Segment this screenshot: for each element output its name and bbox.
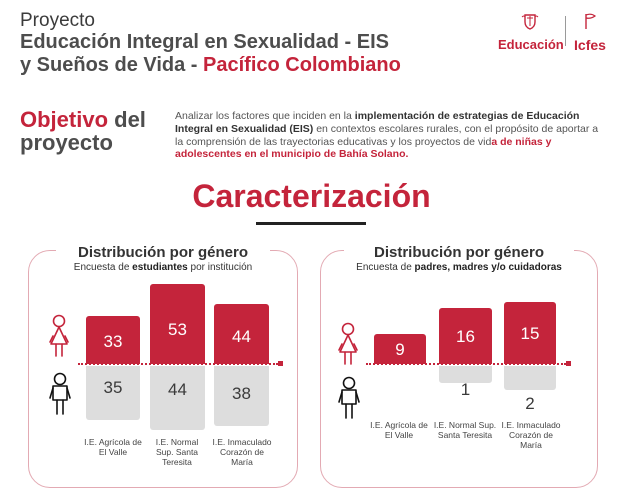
flag-icon bbox=[585, 13, 597, 29]
panel1-baseline-end bbox=[278, 361, 283, 366]
project-label: Proyecto bbox=[20, 10, 95, 31]
logos: Educación Icfes bbox=[498, 12, 610, 53]
crest-icon bbox=[521, 14, 539, 30]
panel1-subtitle: Encuesta de estudiantes por institución bbox=[73, 262, 253, 273]
panel2-male-value-2: 1 bbox=[460, 380, 471, 399]
panel2-female-bar-1: 9 bbox=[374, 334, 426, 364]
education-logo: Educación bbox=[498, 12, 564, 52]
panel1-baseline bbox=[78, 363, 278, 365]
panel2-female-bar-3: 15 bbox=[504, 302, 556, 364]
objective-text: Analizar los factores que inciden en la … bbox=[175, 110, 599, 161]
panel2-female-bar-2: 16 bbox=[439, 308, 492, 364]
education-logo-text: Educación bbox=[498, 37, 564, 52]
objective-title: Objetivo del proyecto bbox=[20, 107, 146, 156]
panel1-category-1: I.E. Agrícola de El Valle bbox=[84, 437, 142, 457]
project-title-line2: y Sueños de Vida - Pacífico Colombiano bbox=[20, 53, 401, 76]
panel1-female-bar-2: 53 bbox=[150, 284, 205, 364]
panel2-baseline bbox=[366, 363, 566, 365]
panel2-subtitle: Encuesta de padres, madres y/o cuidadora… bbox=[356, 262, 562, 273]
panel1-female-bar-3: 44 bbox=[214, 304, 269, 364]
panel2-baseline-end bbox=[566, 361, 571, 366]
section-title: Caracterización bbox=[192, 178, 431, 214]
panel2-category-2: I.E. Normal Sup. Santa Teresita bbox=[433, 420, 497, 440]
panel2-male-value-3: 2 bbox=[525, 394, 535, 413]
project-title-line1: Educación Integral en Sexualidad - EIS bbox=[20, 31, 389, 54]
panel2-category-1: I.E. Agrícola de El Valle bbox=[370, 420, 428, 440]
panel1-category-2: I.E. Normal Sup. Santa Teresita bbox=[155, 437, 199, 467]
project-header: Proyecto Educación Integral en Sexualida… bbox=[20, 10, 401, 76]
logo-divider bbox=[565, 16, 566, 46]
panel1-category-3: I.E. Inmaculado Corazón de María bbox=[212, 437, 272, 467]
section-underline bbox=[256, 222, 366, 225]
panel2-male-bar-2 bbox=[439, 366, 492, 383]
icfes-logo: Icfes bbox=[570, 12, 610, 53]
panel2-male-bar-3 bbox=[504, 366, 556, 390]
panel2-category-3: I.E. Inmaculado Corazón de María bbox=[501, 420, 561, 450]
panel1-male-bar-2: 44 bbox=[150, 366, 205, 430]
icfes-logo-text: Icfes bbox=[574, 37, 606, 53]
panel1-female-bar-1: 33 bbox=[86, 316, 140, 364]
panel2-title: Distribución por género bbox=[373, 244, 544, 261]
panel1-male-bar-3: 38 bbox=[214, 366, 269, 426]
panel2-male-bar-1 bbox=[374, 366, 426, 376]
male-icon bbox=[49, 372, 71, 415]
panel1-title-backdrop bbox=[56, 243, 270, 279]
female-icon bbox=[338, 322, 358, 365]
panel1-title: Distribución por género bbox=[77, 244, 248, 261]
panel2-title-backdrop bbox=[344, 243, 574, 279]
panel1-male-bar-1: 35 bbox=[86, 366, 140, 420]
male-icon bbox=[338, 376, 360, 419]
female-icon bbox=[49, 314, 69, 357]
